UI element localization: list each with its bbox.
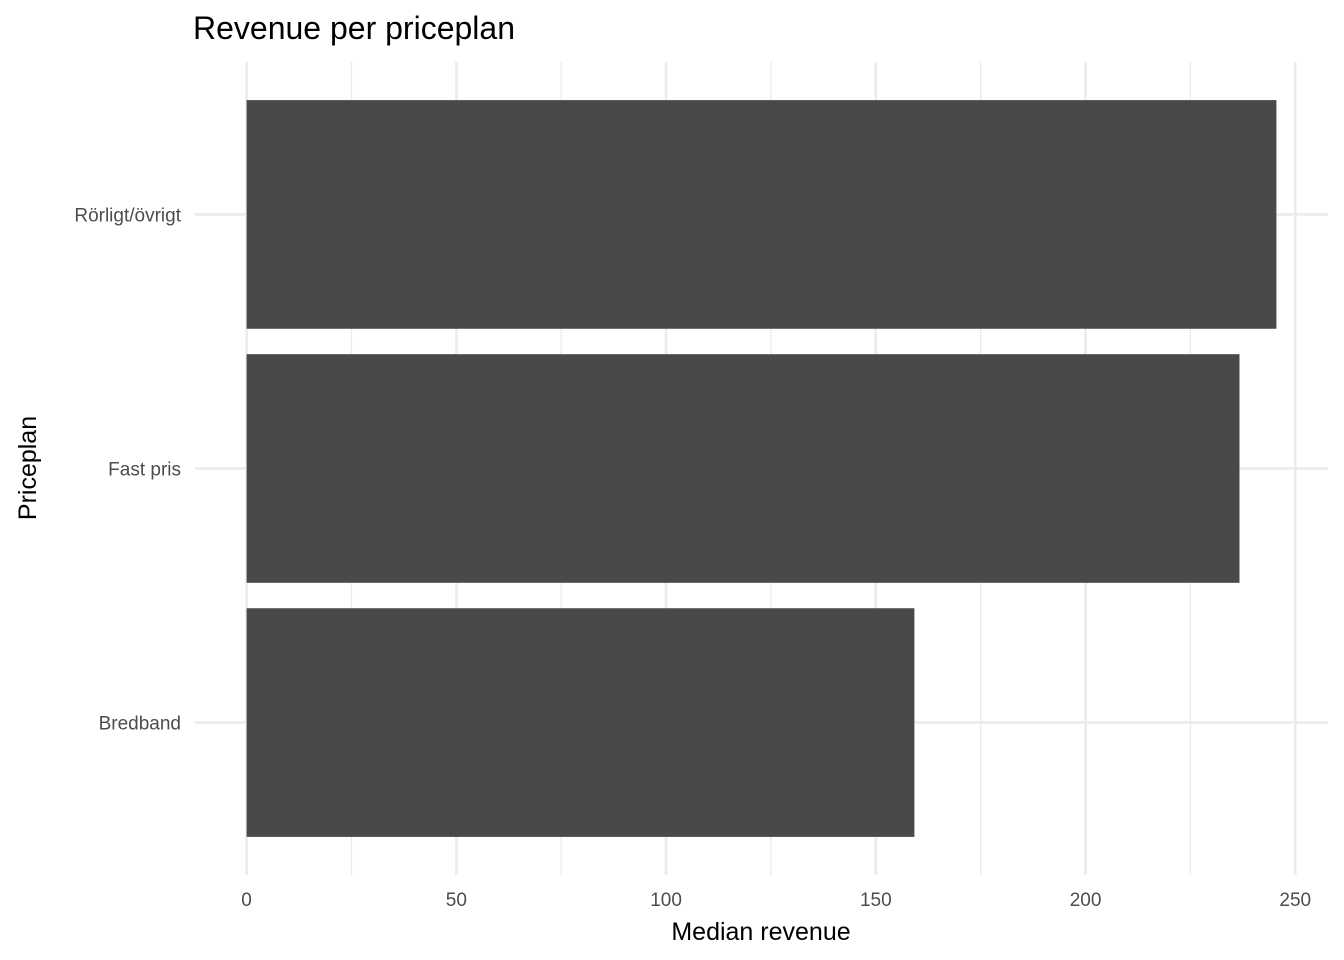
x-tick-label: 200 [1070,890,1102,911]
y-axis-title: Priceplan [14,416,42,520]
bar-fast-pris [246,354,1240,583]
x-axis-ticks: 0 50 100 150 200 250 [241,890,1311,911]
x-tick-label: 150 [860,890,892,911]
x-tick-label: 250 [1279,890,1311,911]
x-tick-label: 50 [446,890,467,911]
bar-bredband [246,608,915,837]
y-tick-label: Rörligt/övrigt [74,205,181,226]
x-tick-label: 100 [650,890,682,911]
y-tick-label: Bredband [99,714,181,735]
x-axis-title: Median revenue [671,918,850,946]
y-tick-label: Fast pris [108,460,181,481]
bars [246,100,1277,837]
y-axis-ticks: Bredband Fast pris Rörligt/övrigt [74,205,181,734]
bar-r-rligt-vrigt [246,100,1277,329]
x-tick-label: 0 [241,890,252,911]
chart-title: Revenue per priceplan [193,10,515,46]
